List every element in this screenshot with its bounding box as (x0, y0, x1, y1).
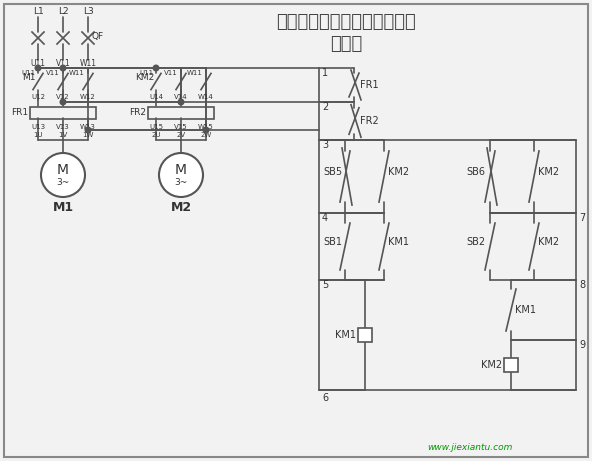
Text: 2V: 2V (176, 132, 185, 138)
Circle shape (159, 153, 203, 197)
Text: 电路图: 电路图 (330, 35, 362, 53)
Text: FR1: FR1 (11, 108, 28, 117)
Text: U15: U15 (149, 124, 163, 130)
Text: M: M (57, 163, 69, 177)
Text: 3~: 3~ (56, 177, 70, 187)
Text: FR1: FR1 (360, 80, 379, 90)
Text: W15: W15 (198, 124, 214, 130)
Text: 3~: 3~ (175, 177, 188, 187)
Text: W14: W14 (198, 94, 214, 100)
Text: FR2: FR2 (129, 108, 146, 117)
Text: V11: V11 (46, 70, 60, 76)
Text: SB1: SB1 (323, 236, 342, 247)
Circle shape (41, 153, 85, 197)
Text: KM2: KM2 (135, 73, 154, 83)
Bar (30, 106, 96, 118)
Text: V11: V11 (164, 70, 178, 76)
Text: W12: W12 (80, 94, 96, 100)
Text: U14: U14 (149, 94, 163, 100)
Text: L1: L1 (33, 7, 43, 17)
Text: FR2: FR2 (360, 116, 379, 126)
Text: QF: QF (92, 31, 104, 41)
Text: KM1: KM1 (388, 236, 409, 247)
Bar (148, 106, 214, 118)
Text: L2: L2 (57, 7, 68, 17)
Text: M1: M1 (22, 73, 36, 83)
Text: 4: 4 (322, 213, 328, 223)
Text: SB2: SB2 (466, 236, 485, 247)
Text: W11: W11 (79, 59, 96, 67)
Text: W11: W11 (69, 70, 85, 76)
Text: 2U: 2U (151, 132, 161, 138)
Text: W11: W11 (187, 70, 203, 76)
Circle shape (35, 65, 41, 71)
Text: V12: V12 (56, 94, 70, 100)
Text: L3: L3 (83, 7, 94, 17)
Text: 2: 2 (322, 102, 328, 112)
Circle shape (203, 127, 209, 133)
Text: 6: 6 (322, 393, 328, 403)
Text: U11: U11 (21, 70, 35, 76)
Text: www.jiexiantu.com: www.jiexiantu.com (427, 443, 513, 451)
Text: U11: U11 (139, 70, 153, 76)
Text: 2W: 2W (200, 132, 211, 138)
Circle shape (60, 65, 66, 71)
Circle shape (153, 65, 159, 71)
Text: U11: U11 (31, 59, 46, 67)
Bar (358, 328, 372, 342)
Text: M1: M1 (53, 201, 73, 213)
Circle shape (60, 99, 66, 105)
Text: 1U: 1U (33, 132, 43, 138)
Circle shape (178, 99, 184, 105)
Text: U13: U13 (31, 124, 45, 130)
Text: 3: 3 (322, 140, 328, 150)
Circle shape (85, 127, 91, 133)
Text: KM2: KM2 (538, 236, 559, 247)
Bar (504, 358, 518, 372)
Text: 8: 8 (579, 280, 585, 290)
Text: KM1: KM1 (335, 330, 356, 340)
Text: M2: M2 (170, 201, 192, 213)
Text: SB5: SB5 (323, 166, 342, 177)
Text: 两台电动机顺序启动逆序停止: 两台电动机顺序启动逆序停止 (276, 13, 416, 31)
Text: SB6: SB6 (466, 166, 485, 177)
Text: M: M (175, 163, 187, 177)
Text: KM2: KM2 (538, 166, 559, 177)
Text: U12: U12 (31, 94, 45, 100)
Text: 9: 9 (579, 340, 585, 350)
Text: KM2: KM2 (481, 360, 502, 370)
Text: 1V: 1V (59, 132, 67, 138)
Text: V14: V14 (174, 94, 188, 100)
Text: KM1: KM1 (515, 305, 536, 315)
Text: 5: 5 (322, 280, 328, 290)
Text: W13: W13 (80, 124, 96, 130)
Text: V15: V15 (174, 124, 188, 130)
Text: 1W: 1W (82, 132, 94, 138)
Text: 7: 7 (579, 213, 585, 223)
Text: V13: V13 (56, 124, 70, 130)
Text: 1: 1 (322, 68, 328, 78)
Text: KM2: KM2 (388, 166, 409, 177)
Text: V11: V11 (56, 59, 70, 67)
